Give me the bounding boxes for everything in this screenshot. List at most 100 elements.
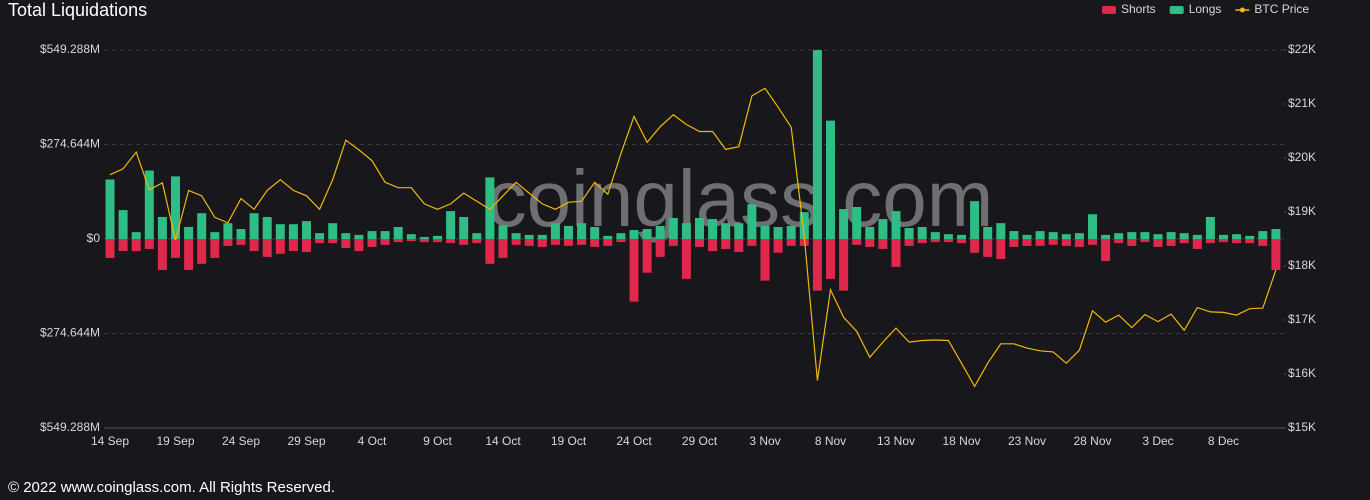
bar (302, 221, 311, 239)
bar (459, 216, 469, 239)
chart-title: Total Liquidations (8, 0, 147, 20)
bar (315, 239, 325, 244)
y2-tick-label: $20K (1288, 150, 1316, 164)
bar (275, 239, 285, 254)
bar (288, 239, 298, 252)
bar (747, 204, 757, 239)
price-line (109, 87, 1277, 388)
bar (511, 233, 521, 239)
bar (1074, 239, 1084, 247)
bar (655, 239, 665, 257)
bar (1192, 239, 1202, 249)
bar (236, 229, 246, 239)
x-tick-label: 29 Oct (682, 434, 718, 448)
x-tick-label: 18 Nov (942, 434, 980, 448)
bar (210, 232, 220, 239)
x-tick-label: 24 Oct (616, 434, 652, 448)
bar (157, 239, 167, 270)
bar (603, 235, 613, 239)
bar (616, 233, 626, 239)
legend-label: BTC Price (1254, 2, 1309, 16)
bar (262, 239, 272, 257)
bar (904, 227, 914, 239)
bar (1245, 235, 1255, 239)
legend-label: Longs (1189, 2, 1222, 16)
bar (904, 239, 914, 246)
bar (668, 218, 678, 239)
bar (1127, 232, 1137, 239)
bar (1088, 214, 1097, 239)
x-tick-label: 8 Nov (815, 434, 846, 448)
bar (564, 239, 573, 246)
bar (1258, 231, 1268, 239)
bar (1271, 239, 1281, 270)
bar (406, 239, 416, 242)
bar (524, 234, 534, 239)
bar (629, 230, 639, 239)
bar (629, 239, 639, 302)
bar (1166, 239, 1176, 246)
bar (930, 232, 940, 239)
bar (1101, 234, 1111, 239)
bar (852, 239, 862, 245)
bar (878, 239, 888, 249)
x-tick-label: 8 Dec (1208, 434, 1239, 448)
x-tick-label: 28 Nov (1073, 434, 1111, 448)
bar (419, 236, 429, 239)
bar (708, 219, 718, 239)
bar (393, 239, 403, 243)
bar (1061, 234, 1071, 239)
bar (197, 213, 207, 239)
y-tick-label: $549.288M (40, 42, 100, 56)
bar (236, 239, 246, 245)
bar (1153, 239, 1163, 247)
bar (472, 239, 482, 244)
bar (1101, 239, 1111, 262)
bar (590, 226, 600, 239)
bar (1179, 233, 1189, 239)
bar (1205, 216, 1215, 239)
bar (367, 239, 377, 247)
bar (328, 239, 338, 244)
x-tick-label: 3 Dec (1142, 434, 1173, 448)
bar (380, 231, 390, 239)
bar (1009, 239, 1019, 247)
bar (1048, 232, 1058, 239)
bar (537, 234, 547, 239)
bar (799, 212, 809, 239)
bar (786, 239, 796, 246)
bar (1035, 239, 1045, 246)
x-tick-label: 13 Nov (877, 434, 915, 448)
bar (839, 209, 849, 239)
bar (642, 239, 652, 273)
y2-tick-label: $18K (1288, 258, 1316, 272)
x-tick-label: 29 Sep (287, 434, 325, 448)
bar (275, 224, 285, 239)
bar (826, 120, 835, 239)
legend-swatch (1239, 7, 1245, 13)
bar (891, 211, 901, 239)
bar (223, 223, 233, 239)
x-tick-label: 14 Oct (485, 434, 521, 448)
bar (354, 239, 364, 252)
bar (315, 233, 325, 239)
bar (577, 239, 587, 245)
bar (970, 239, 980, 253)
y2-tick-label: $16K (1288, 366, 1316, 380)
x-tick-label: 14 Sep (91, 434, 129, 448)
bar (708, 239, 718, 252)
bar (288, 224, 298, 239)
bar (1114, 233, 1124, 239)
bar (1048, 239, 1058, 245)
bar (131, 239, 141, 252)
bar (1140, 239, 1150, 243)
y2-tick-label: $22K (1288, 42, 1316, 56)
bar (184, 226, 194, 239)
bar (485, 177, 495, 239)
bar (118, 239, 128, 252)
bar (747, 239, 757, 246)
bar (1245, 239, 1255, 244)
y-tick-label: $274.644M (40, 137, 100, 151)
bar (786, 225, 796, 239)
bar (1140, 232, 1150, 239)
